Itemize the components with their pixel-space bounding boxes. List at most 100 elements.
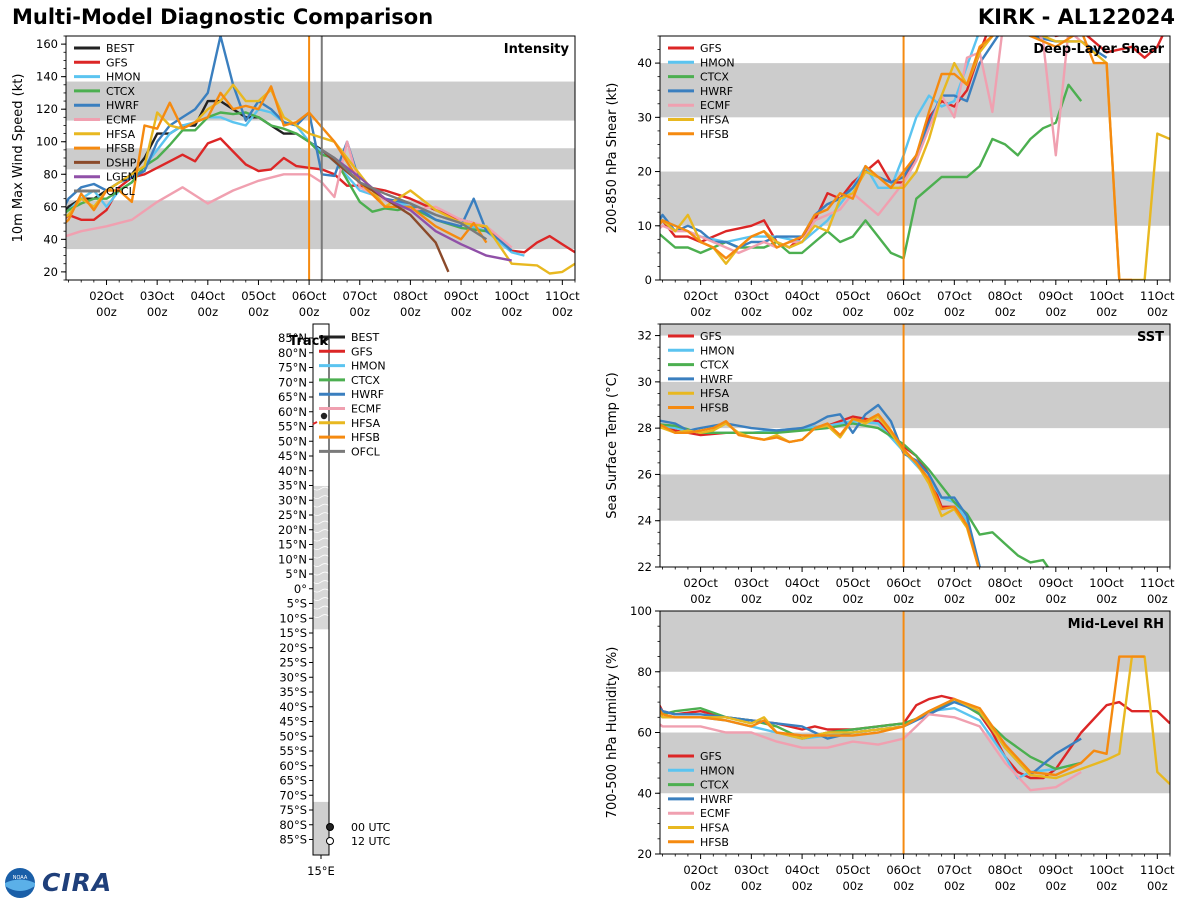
rh-legend-label-hmon: HMON	[700, 764, 735, 777]
track-legend-label-ofcl: OFCL	[351, 445, 381, 458]
intensity-xtick-sublabel: 00z	[501, 305, 522, 319]
intensity-ytick-label: 160	[36, 37, 58, 51]
intensity-ylabel: 10m Max Wind Speed (kt)	[11, 74, 26, 243]
shear-xtick-label: 07Oct	[937, 289, 972, 303]
intensity-legend-label-hwrf: HWRF	[106, 99, 139, 112]
intensity-xtick-label: 08Oct	[393, 289, 428, 303]
track-lat-label: 25°S	[279, 656, 307, 670]
shear-xtick-label: 09Oct	[1039, 289, 1074, 303]
rh-xtick-label: 03Oct	[734, 863, 769, 877]
track-chart	[309, 323, 345, 859]
sst-xtick-sublabel: 00z	[893, 592, 914, 606]
shear-series-ctcx	[660, 83, 1083, 260]
rh-legend-label-hwrf: HWRF	[700, 793, 733, 806]
rh-xtick-label: 09Oct	[1039, 863, 1074, 877]
sst-series-ctcx	[660, 422, 1050, 567]
sst-xtick-sublabel: 00z	[1147, 592, 1168, 606]
sst-xtick-label: 05Oct	[836, 576, 871, 590]
shear-legend-label-ctcx: CTCX	[700, 71, 729, 84]
sst-xtick-label: 07Oct	[937, 576, 972, 590]
track-coastline	[312, 486, 330, 491]
rh-xtick-sublabel: 00z	[741, 879, 762, 893]
sst-ytick-label: 22	[637, 560, 652, 574]
sst-xtick-label: 03Oct	[734, 576, 769, 590]
rh-ytick-label: 20	[637, 847, 652, 861]
rh-legend-label-gfs: GFS	[700, 750, 722, 763]
shear-ytick-label: 0	[645, 273, 652, 287]
sst-legend-label-hwrf: HWRF	[700, 373, 733, 386]
shear-xtick-sublabel: 00z	[944, 305, 965, 319]
shear-xtick-label: 03Oct	[734, 289, 769, 303]
rh-xtick-label: 07Oct	[937, 863, 972, 877]
track-legend-label-ecmf: ECMF	[351, 403, 381, 416]
track-lat-label: 20°N	[278, 523, 307, 537]
track-lat-label: 30°S	[279, 670, 307, 684]
intensity-legend-label-hfsb: HFSB	[106, 142, 135, 155]
track-lat-label: 10°S	[279, 611, 307, 625]
track-marker-label-00utc: 00 UTC	[351, 821, 391, 834]
sst-xtick-sublabel: 00z	[842, 592, 863, 606]
sst-ytick-label: 28	[637, 421, 652, 435]
intensity-legend-label-hfsa: HFSA	[106, 128, 136, 141]
track-marker-12utc	[326, 837, 334, 845]
intensity-xtick-sublabel: 00z	[147, 305, 168, 319]
shear-xtick-sublabel: 00z	[690, 305, 711, 319]
shear-ylabel: 200-850 hPa Shear (kt)	[605, 83, 620, 234]
intensity-xtick-sublabel: 00z	[552, 305, 573, 319]
shear-xtick-sublabel: 00z	[893, 305, 914, 319]
rh-xtick-sublabel: 00z	[1147, 879, 1168, 893]
sst-ytick-label: 30	[637, 375, 652, 389]
track-lat-label: 30°N	[278, 493, 307, 507]
track-lat-label: 60°S	[279, 759, 307, 773]
sst-ylabel: Sea Surface Temp (°C)	[605, 372, 620, 519]
rh-xtick-label: 04Oct	[785, 863, 820, 877]
track-legend-label-best: BEST	[351, 331, 379, 344]
intensity-xtick-label: 10Oct	[494, 289, 529, 303]
intensity-ytick-label: 100	[36, 135, 58, 149]
shear-legend-label-ecmf: ECMF	[700, 99, 730, 112]
rh-xtick-sublabel: 00z	[690, 879, 711, 893]
intensity-chart	[61, 35, 576, 285]
track-coastline	[312, 571, 330, 576]
sst-xtick-sublabel: 00z	[741, 592, 762, 606]
shear-panel-title: Deep-Layer Shear	[1033, 42, 1164, 57]
intensity-xtick-label: 11Oct	[545, 289, 580, 303]
track-lat-label: 5°N	[285, 567, 307, 581]
intensity-legend-label-hmon: HMON	[106, 71, 141, 84]
intensity-legend-label-ecmf: ECMF	[106, 114, 136, 127]
track-gfs-segment	[312, 421, 318, 425]
intensity-ytick-label: 20	[43, 265, 58, 279]
intensity-xtick-sublabel: 00z	[299, 305, 320, 319]
sst-ytick-label: 32	[637, 329, 652, 343]
shear-ytick-label: 30	[637, 110, 652, 124]
track-coastline	[312, 597, 330, 601]
intensity-ytick-label: 140	[36, 70, 58, 84]
track-lat-label: 85°N	[278, 331, 307, 345]
rh-ytick-label: 80	[637, 665, 652, 679]
sst-ytick-label: 26	[637, 467, 652, 481]
rh-ylabel: 700-500 hPa Humidity (%)	[605, 647, 620, 819]
track-legend-label-gfs: GFS	[351, 345, 373, 358]
track-panel-title: Track	[289, 334, 328, 349]
intensity-xtick-label: 02Oct	[89, 289, 124, 303]
rh-xtick-sublabel: 00z	[842, 879, 863, 893]
track-lat-label: 25°N	[278, 508, 307, 522]
intensity-xtick-label: 06Oct	[292, 289, 327, 303]
intensity-series-ofcl	[321, 148, 488, 241]
track-lat-label: 10°N	[278, 552, 307, 566]
track-lat-label: 65°N	[278, 390, 307, 404]
rh-chart	[655, 610, 1171, 859]
sst-legend-label-ctcx: CTCX	[700, 359, 729, 372]
cira-logo-text: CIRA	[42, 868, 113, 897]
intensity-xtick-label: 03Oct	[140, 289, 175, 303]
rh-legend-label-hfsa: HFSA	[700, 822, 730, 835]
shear-ytick-label: 20	[637, 165, 652, 179]
sst-xtick-label: 08Oct	[988, 576, 1023, 590]
track-coastline	[312, 520, 330, 525]
intensity-band-1	[66, 148, 575, 170]
track-best-marker	[320, 412, 328, 420]
shear-xtick-sublabel: 00z	[1045, 305, 1066, 319]
intensity-band-0	[66, 200, 575, 250]
sst-chart	[655, 323, 1171, 572]
